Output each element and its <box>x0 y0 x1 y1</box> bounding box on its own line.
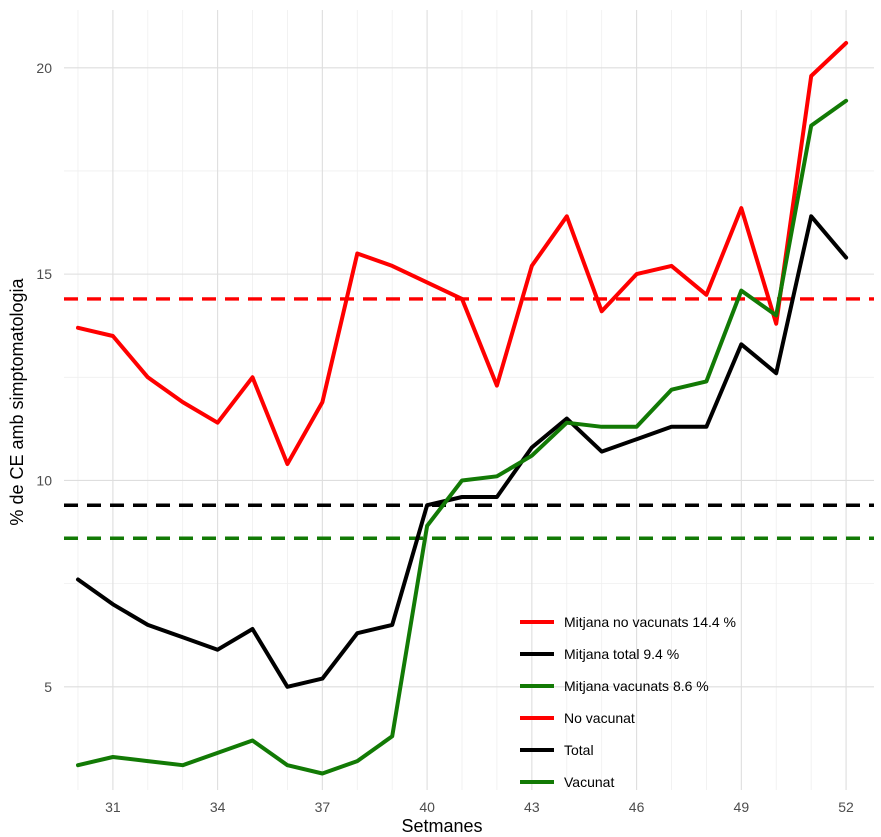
y-tick-label: 5 <box>44 679 52 695</box>
x-axis-title: Setmanes <box>401 816 482 836</box>
series-line <box>76 98 849 776</box>
series-lines <box>76 41 849 776</box>
legend: Mitjana no vacunats 14.4 % Mitjana total … <box>520 614 736 790</box>
reference-lines <box>64 297 874 540</box>
y-tick-label: 20 <box>36 60 52 76</box>
x-tick-label: 31 <box>105 799 121 815</box>
x-tick-labels: 31 34 37 40 43 46 49 52 <box>105 799 854 815</box>
x-tick-label: 34 <box>210 799 226 815</box>
major-gridlines <box>64 10 874 790</box>
x-tick-label: 52 <box>838 799 854 815</box>
x-tick-label: 40 <box>419 799 435 815</box>
series-line <box>76 214 849 689</box>
legend-label: Mitjana total 9.4 % <box>564 646 679 662</box>
legend-label: Vacunat <box>564 774 614 790</box>
minor-gridlines <box>64 10 874 790</box>
legend-label: Mitjana vacunats 8.6 % <box>564 678 709 694</box>
y-tick-label: 15 <box>36 266 52 282</box>
x-tick-label: 43 <box>524 799 540 815</box>
y-tick-labels: 5 10 15 20 <box>36 60 52 695</box>
x-tick-label: 49 <box>734 799 750 815</box>
series-line <box>76 41 849 466</box>
legend-label: No vacunat <box>564 710 635 726</box>
legend-label: Total <box>564 742 594 758</box>
y-axis-title: % de CE amb simptomatologia <box>7 277 27 525</box>
x-tick-label: 46 <box>629 799 645 815</box>
y-tick-label: 10 <box>36 472 52 488</box>
legend-label: Mitjana no vacunats 14.4 % <box>564 614 736 630</box>
x-tick-label: 37 <box>315 799 331 815</box>
